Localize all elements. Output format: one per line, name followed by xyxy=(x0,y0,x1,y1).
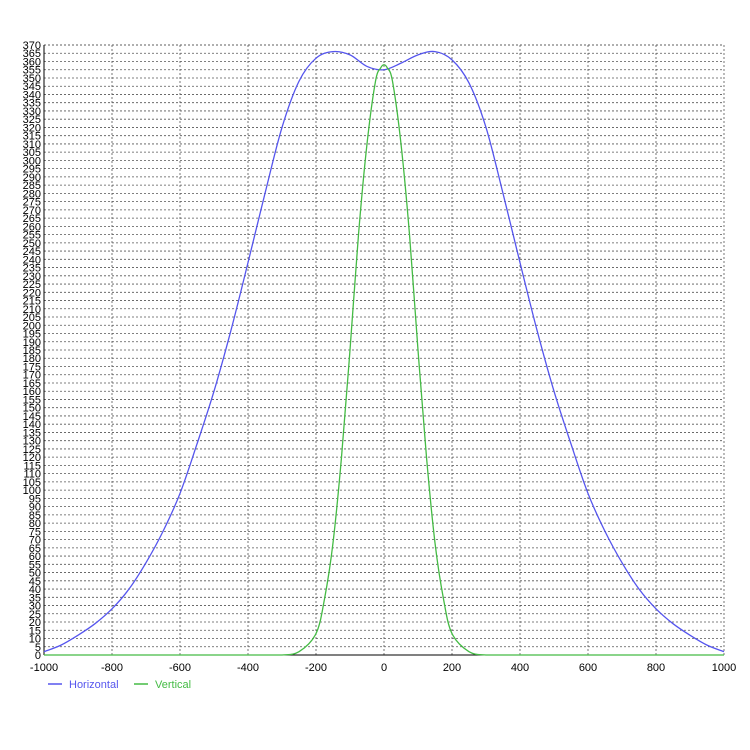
y-tick-label: 260 xyxy=(23,221,41,233)
y-tick-label: 190 xyxy=(23,337,41,349)
y-tick-label: 285 xyxy=(23,180,41,192)
x-tick-label: -800 xyxy=(101,662,123,674)
y-tick-label: 205 xyxy=(23,312,41,324)
y-tick-label: 170 xyxy=(23,370,41,382)
y-tick-label: 80 xyxy=(29,518,41,530)
y-tick-label: 130 xyxy=(23,436,41,448)
y-tick-label: 30 xyxy=(29,601,41,613)
y-tick-label: 180 xyxy=(23,353,41,365)
y-tick-label: 315 xyxy=(23,131,41,143)
y-tick-label: 280 xyxy=(23,188,41,200)
y-tick-label: 155 xyxy=(23,394,41,406)
y-tick-label: 275 xyxy=(23,197,41,209)
y-tick-label: 360 xyxy=(23,56,41,68)
y-tick-label: 290 xyxy=(23,172,41,184)
y-tick-label: 55 xyxy=(29,559,41,571)
y-tick-label: 160 xyxy=(23,386,41,398)
series-line-vertical xyxy=(44,64,724,656)
x-tick-label: 400 xyxy=(511,662,529,674)
legend-label-horizontal: Horizontal xyxy=(69,679,119,691)
y-tick-label: 185 xyxy=(23,345,41,357)
y-tick-label: 60 xyxy=(29,551,41,563)
y-tick-label: 250 xyxy=(23,238,41,250)
y-tick-label: 370 xyxy=(23,40,41,52)
y-tick-label: 270 xyxy=(23,205,41,217)
series-line-horizontal xyxy=(43,50,725,653)
y-tick-label: 85 xyxy=(29,510,41,522)
y-tick-label: 70 xyxy=(29,535,41,547)
y-tick-label: 325 xyxy=(23,114,41,126)
grid xyxy=(44,44,724,655)
x-tick-label: 600 xyxy=(579,662,597,674)
axes: 0510152025303540455055606570758085909510… xyxy=(23,40,737,674)
y-tick-label: 235 xyxy=(23,263,41,275)
y-tick-label: 200 xyxy=(23,320,41,332)
y-tick-label: 105 xyxy=(23,477,41,489)
y-tick-label: 220 xyxy=(23,287,41,299)
y-tick-label: 10 xyxy=(29,634,41,646)
y-tick-label: 15 xyxy=(29,625,41,637)
x-tick-label: 0 xyxy=(381,662,387,674)
y-tick-label: 255 xyxy=(23,230,41,242)
x-tick-label: -1000 xyxy=(30,662,58,674)
x-tick-label: 800 xyxy=(647,662,665,674)
legend: Horizontal Vertical xyxy=(48,679,191,691)
y-tick-label: 140 xyxy=(23,419,41,431)
y-tick-label: 75 xyxy=(29,526,41,538)
x-tick-label: -600 xyxy=(169,662,191,674)
y-tick-label: 95 xyxy=(29,493,41,505)
y-tick-label: 20 xyxy=(29,617,41,629)
x-tick-label: -200 xyxy=(305,662,327,674)
x-tick-label: 1000 xyxy=(712,662,736,674)
y-tick-label: 265 xyxy=(23,213,41,225)
y-tick-label: 0 xyxy=(35,650,41,662)
y-tick-label: 165 xyxy=(23,378,41,390)
legend-label-vertical: Vertical xyxy=(155,679,191,691)
y-tick-label: 150 xyxy=(23,403,41,415)
y-tick-label: 355 xyxy=(23,65,41,77)
y-tick-label: 90 xyxy=(29,502,41,514)
y-tick-label: 210 xyxy=(23,304,41,316)
y-tick-label: 5 xyxy=(35,642,41,654)
y-tick-label: 110 xyxy=(23,469,41,481)
series-lines xyxy=(43,50,725,656)
y-tick-label: 310 xyxy=(23,139,41,151)
y-tick-label: 225 xyxy=(23,279,41,291)
x-tick-label: 200 xyxy=(443,662,461,674)
y-tick-label: 335 xyxy=(23,98,41,110)
y-tick-label: 330 xyxy=(23,106,41,118)
y-tick-label: 340 xyxy=(23,89,41,101)
y-tick-label: 40 xyxy=(29,584,41,596)
y-tick-label: 45 xyxy=(29,576,41,588)
x-tick-label: -400 xyxy=(237,662,259,674)
y-tick-label: 320 xyxy=(23,122,41,134)
y-tick-label: 100 xyxy=(23,485,41,497)
y-tick-label: 115 xyxy=(23,460,41,472)
y-tick-label: 35 xyxy=(29,592,41,604)
y-tick-label: 305 xyxy=(23,147,41,159)
y-tick-label: 350 xyxy=(23,73,41,85)
y-tick-label: 300 xyxy=(23,155,41,167)
y-tick-label: 345 xyxy=(23,81,41,93)
y-tick-label: 135 xyxy=(23,427,41,439)
y-tick-label: 215 xyxy=(23,296,41,308)
y-tick-label: 65 xyxy=(29,543,41,555)
y-tick-label: 295 xyxy=(23,164,41,176)
y-tick-label: 50 xyxy=(29,568,41,580)
y-tick-label: 25 xyxy=(29,609,41,621)
y-tick-label: 240 xyxy=(23,254,41,266)
y-tick-label: 125 xyxy=(23,444,41,456)
y-tick-label: 365 xyxy=(23,48,41,60)
y-tick-label: 245 xyxy=(23,246,41,258)
y-tick-label: 145 xyxy=(23,411,41,423)
y-tick-label: 120 xyxy=(23,452,41,464)
y-tick-label: 230 xyxy=(23,271,41,283)
y-tick-label: 175 xyxy=(23,361,41,373)
y-tick-label: 195 xyxy=(23,329,41,341)
